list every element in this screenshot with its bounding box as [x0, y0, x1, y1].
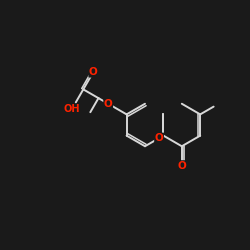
Text: O: O	[155, 133, 164, 143]
Text: OH: OH	[64, 104, 80, 114]
Text: O: O	[178, 161, 186, 171]
Text: O: O	[104, 99, 112, 109]
Text: O: O	[89, 67, 98, 77]
